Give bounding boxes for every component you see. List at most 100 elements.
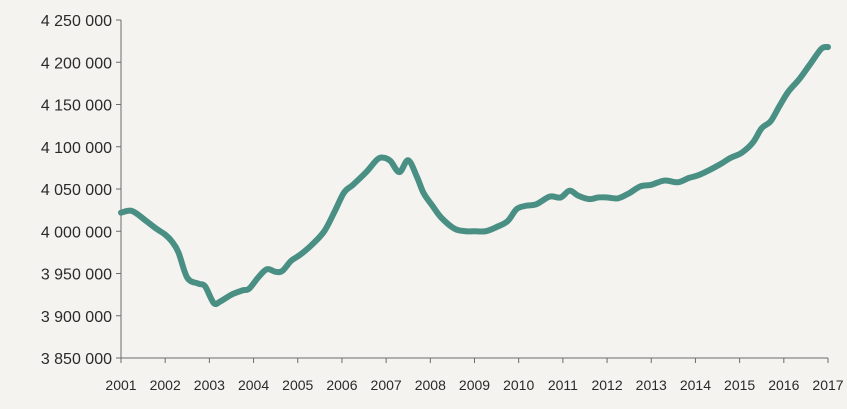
data-point — [686, 176, 691, 181]
data-point — [264, 267, 269, 272]
y-tick-label: 3 850 000 — [41, 351, 112, 368]
y-tick-label: 4 150 000 — [41, 98, 112, 115]
data-point — [768, 119, 773, 124]
x-tick-label: 2003 — [194, 377, 225, 393]
data-point — [505, 219, 510, 224]
x-tick-label: 2011 — [548, 377, 578, 393]
data-point — [196, 281, 201, 286]
data-point — [627, 191, 632, 196]
data-point — [494, 225, 499, 230]
data-point — [750, 140, 755, 145]
x-tick-label: 2005 — [282, 377, 313, 393]
data-point — [649, 182, 654, 187]
data-point — [587, 197, 592, 202]
data-point — [322, 229, 327, 234]
data-point — [364, 170, 369, 175]
data-point — [786, 89, 791, 94]
data-point — [739, 150, 744, 155]
data-point — [280, 268, 285, 273]
x-tick-label: 2001 — [105, 377, 136, 393]
data-point — [333, 208, 338, 213]
data-point — [695, 173, 700, 178]
x-tick-label: 2017 — [812, 377, 843, 393]
data-point — [523, 203, 528, 208]
series-line — [118, 43, 831, 308]
data-point — [397, 170, 402, 175]
data-point — [430, 203, 435, 208]
y-tick-label: 4 250 000 — [41, 13, 112, 30]
data-point — [797, 77, 802, 82]
x-tick-label: 2002 — [150, 377, 181, 393]
data-point — [567, 188, 572, 193]
data-point — [415, 175, 420, 180]
data-point — [717, 162, 722, 167]
data-point — [163, 232, 168, 237]
data-point — [154, 226, 159, 231]
data-point — [143, 218, 148, 223]
data-point — [605, 195, 610, 200]
data-point — [130, 208, 135, 213]
x-tick-label: 2012 — [591, 377, 622, 393]
data-point — [514, 207, 519, 212]
data-point — [706, 168, 711, 173]
data-point — [439, 215, 444, 220]
data-point — [808, 61, 813, 66]
data-point — [289, 258, 294, 263]
y-tick-label: 4 050 000 — [41, 182, 112, 199]
data-point — [616, 196, 621, 201]
data-point — [309, 243, 314, 248]
data-point — [826, 45, 831, 50]
x-tick-label: 2007 — [371, 377, 402, 393]
data-point — [229, 292, 234, 297]
data-point — [452, 226, 457, 231]
data-point — [547, 194, 552, 199]
data-point — [421, 191, 426, 196]
y-tick-label: 3 950 000 — [41, 267, 112, 284]
data-point — [247, 286, 252, 291]
data-point — [638, 184, 643, 189]
y-tick-label: 3 900 000 — [41, 309, 112, 326]
data-point — [119, 210, 124, 215]
data-point — [558, 195, 563, 200]
x-tick-label: 2008 — [415, 377, 446, 393]
data-point — [596, 195, 601, 200]
data-point — [675, 180, 680, 185]
y-axis-ticks: 3 850 000 3 900 000 3 950 000 4 000 000 4 05… — [41, 13, 121, 368]
x-tick-label: 2014 — [680, 377, 711, 393]
x-tick-label: 2015 — [724, 377, 755, 393]
x-tick-label: 2004 — [238, 377, 269, 393]
x-tick-label: 2016 — [768, 377, 799, 393]
x-axis-ticks: 2001 2002 2003 2004 2005 2006 2007 2008 2009 2010… — [105, 358, 844, 393]
data-point — [202, 284, 207, 289]
data-point — [297, 252, 302, 257]
series-points — [119, 45, 831, 306]
data-point — [576, 193, 581, 198]
data-point — [483, 229, 488, 234]
data-point — [218, 299, 223, 304]
data-point — [819, 46, 824, 51]
data-point — [759, 126, 764, 131]
y-tick-label: 4 100 000 — [41, 140, 112, 157]
data-point — [169, 239, 174, 244]
data-point — [777, 104, 782, 109]
data-point — [342, 190, 347, 195]
data-point — [211, 301, 216, 306]
data-point — [375, 157, 380, 162]
data-point — [662, 178, 667, 183]
x-tick-label: 2013 — [636, 377, 667, 393]
data-point — [728, 155, 733, 160]
y-tick-label: 4 000 000 — [41, 224, 112, 241]
x-tick-label: 2009 — [459, 377, 490, 393]
data-point — [255, 275, 260, 280]
data-point — [350, 182, 355, 187]
data-point — [273, 269, 278, 274]
x-tick-label: 2006 — [326, 377, 357, 393]
data-point — [472, 229, 477, 234]
data-point — [381, 155, 386, 160]
x-tick-label: 2010 — [503, 377, 534, 393]
data-point — [388, 159, 393, 164]
data-point — [240, 288, 245, 293]
data-point — [176, 250, 181, 255]
